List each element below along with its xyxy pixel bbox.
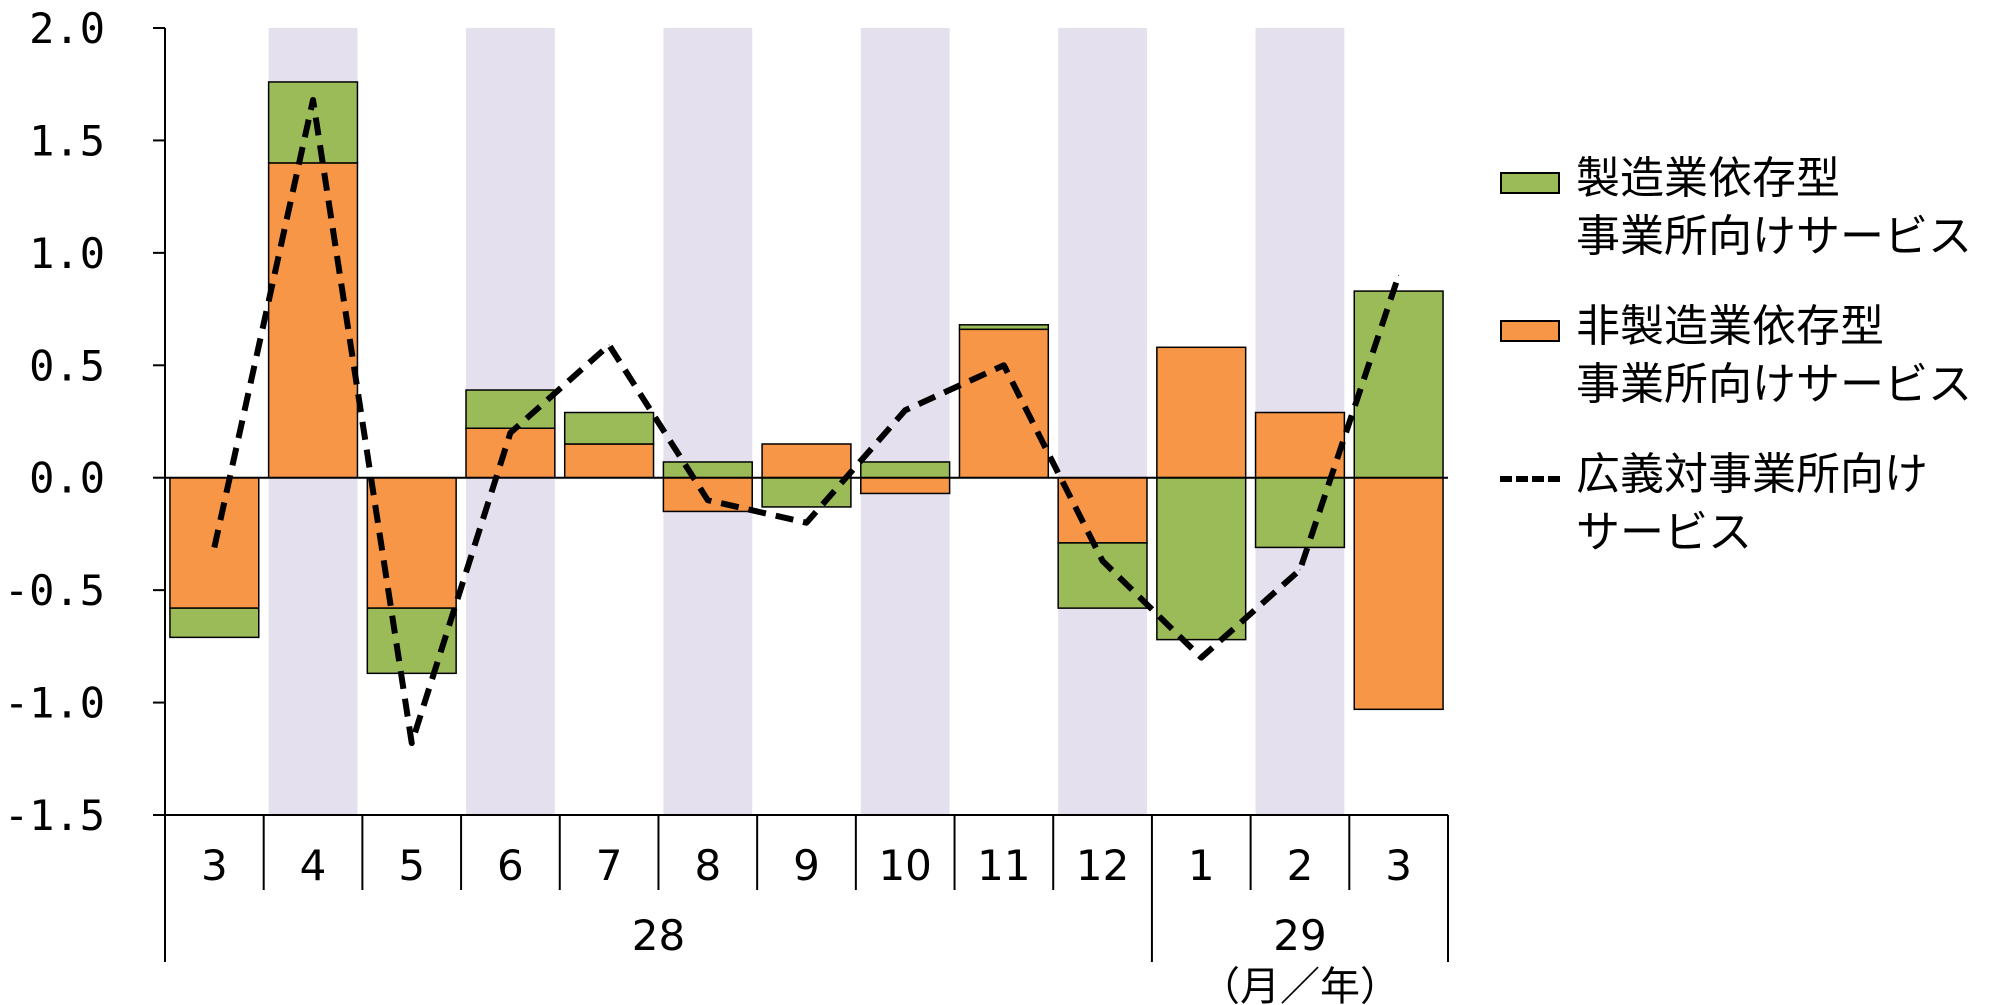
bar-segment [169,607,260,639]
y-tick-label: -1.0 [4,679,105,728]
bar-segment [1156,476,1247,641]
line-point [411,742,413,744]
year-label: 28 [632,911,685,960]
legend-item-non-manufacturing: 非製造業依存型 事業所向けサービス [1500,298,1990,414]
line-point [806,522,807,524]
bar-segment [860,476,951,495]
x-tick-label: 6 [497,841,524,890]
legend-swatch-non-manufacturing [1500,320,1560,342]
line-point [509,432,511,434]
bar-segment [465,389,556,429]
bar-segment [563,443,655,479]
x-unit-label: （月／年） [1200,964,1400,1005]
shaded-band [860,28,950,815]
y-tick-label: 1.0 [29,229,105,278]
line-series [211,96,1402,747]
x-tick-label: 4 [300,841,327,890]
bar-segment [958,324,1050,331]
legend-item-total: 広義対事業所向け サービス [1500,446,1990,562]
bar-segment [1254,476,1346,549]
bar-segment [1353,476,1444,711]
bar-segment [1057,476,1148,544]
line-point [707,499,709,501]
legend-label-line: 非製造業依存型 [1576,301,1884,352]
x-tick-label: 3 [1385,841,1412,890]
x-tick-label: 10 [878,841,931,890]
x-tick-label: 12 [1076,841,1129,890]
bar-segment [1156,346,1247,479]
y-tick-label: 2.0 [29,4,105,53]
x-tick-label: 9 [793,841,820,890]
shaded-band [663,28,753,815]
y-tick-label: -1.5 [4,791,105,840]
legend-swatch-manufacturing [1500,172,1560,194]
bar-segment [761,443,852,479]
bar-segment [366,476,457,609]
y-tick-label: 1.5 [29,116,105,165]
x-tick-label: 5 [398,841,425,890]
axes [153,27,1449,962]
line-point [213,546,215,548]
line-point [1102,560,1104,562]
legend-item-manufacturing: 製造業依存型 事業所向けサービス [1500,150,1990,266]
line-point [312,99,314,101]
line-point [1398,274,1400,276]
legend-label-manufacturing: 製造業依存型 事業所向けサービス [1576,150,1990,266]
x-tick-label: 8 [694,841,721,890]
bar-segment [563,411,655,445]
shaded-band [1058,28,1147,815]
legend: 製造業依存型 事業所向けサービス 非製造業依存型 事業所向けサービス 広義対事業… [1500,150,1990,594]
bar-segment [662,476,753,513]
axis-labels: 2.01.51.00.50.0-0.5-1.0-1.53 4 5 6 7 8 9 10 11 12… [4,4,1412,1005]
x-tick-label: 2 [1287,841,1314,890]
year-label: 29 [1273,911,1326,960]
line-point [1003,364,1005,366]
y-tick-label: -0.5 [4,566,105,615]
x-tick-label: 11 [977,841,1030,890]
bar-segment [958,328,1050,479]
legend-label-line: サービス [1576,507,1752,558]
line-point [608,344,610,346]
legend-label-line: 事業所向けサービス [1576,359,1972,410]
legend-label-line: 広義対事業所向け [1576,449,1928,500]
line-point [904,409,906,411]
x-tick-label: 3 [201,841,228,890]
bar-segment [267,81,359,164]
bar-segment [1057,542,1148,609]
bar-segment [662,461,753,479]
x-tick-label: 1 [1188,841,1215,890]
legend-label-non-manufacturing: 非製造業依存型 事業所向けサービス [1576,298,1990,414]
bar-segment [761,476,852,508]
line-point [1200,657,1202,659]
legend-label-line: 事業所向けサービス [1576,211,1972,262]
x-tick-label: 7 [596,841,623,890]
legend-label-line: 製造業依存型 [1576,153,1840,204]
legend-dash-total [1500,476,1560,482]
y-tick-label: 0.5 [29,341,105,390]
y-tick-label: 0.0 [29,454,105,503]
line-point [1299,569,1301,571]
bar-segment [860,461,951,479]
bar-segment [1353,290,1444,479]
legend-label-total: 広義対事業所向け サービス [1576,446,1990,562]
